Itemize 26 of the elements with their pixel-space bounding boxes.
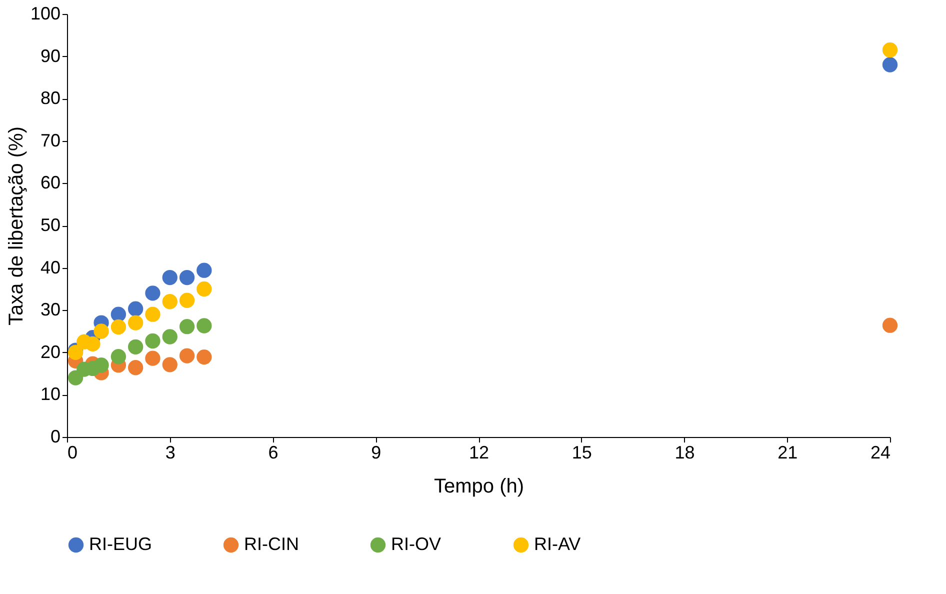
y-tick-label: 60 [40,172,60,193]
y-tick-label: 80 [40,88,60,108]
x-tick-label: 18 [674,442,695,462]
x-tick-label: 6 [268,442,278,462]
y-axis-title: Taxa de libertação (%) [5,126,28,326]
legend-label: RI-OV [391,534,442,554]
y-tick-label: 100 [30,4,60,24]
y-tick-label: 40 [40,257,60,278]
x-tick-label: 0 [68,442,78,462]
x-tick-label: 24 [870,442,890,462]
x-tick-label: 3 [165,442,176,462]
legend-label: RI-CIN [244,534,299,554]
y-tick-label: 0 [50,426,60,446]
legend-label: RI-EUG [89,534,152,554]
y-tick-label: 50 [40,215,60,235]
y-tick-label: 70 [40,130,60,150]
legend-label: RI-AV [534,534,581,554]
x-tick-label: 12 [468,442,490,462]
x-tick-label: 9 [371,442,382,462]
x-tick-label: 21 [778,442,798,462]
y-tick-label: 90 [40,46,60,66]
y-tick-label: 30 [40,300,60,320]
x-axis-title: Tempo (h) [434,476,524,498]
x-tick-label: 15 [572,442,592,462]
y-tick-label: 10 [40,384,60,404]
y-tick-label: 20 [40,342,60,362]
